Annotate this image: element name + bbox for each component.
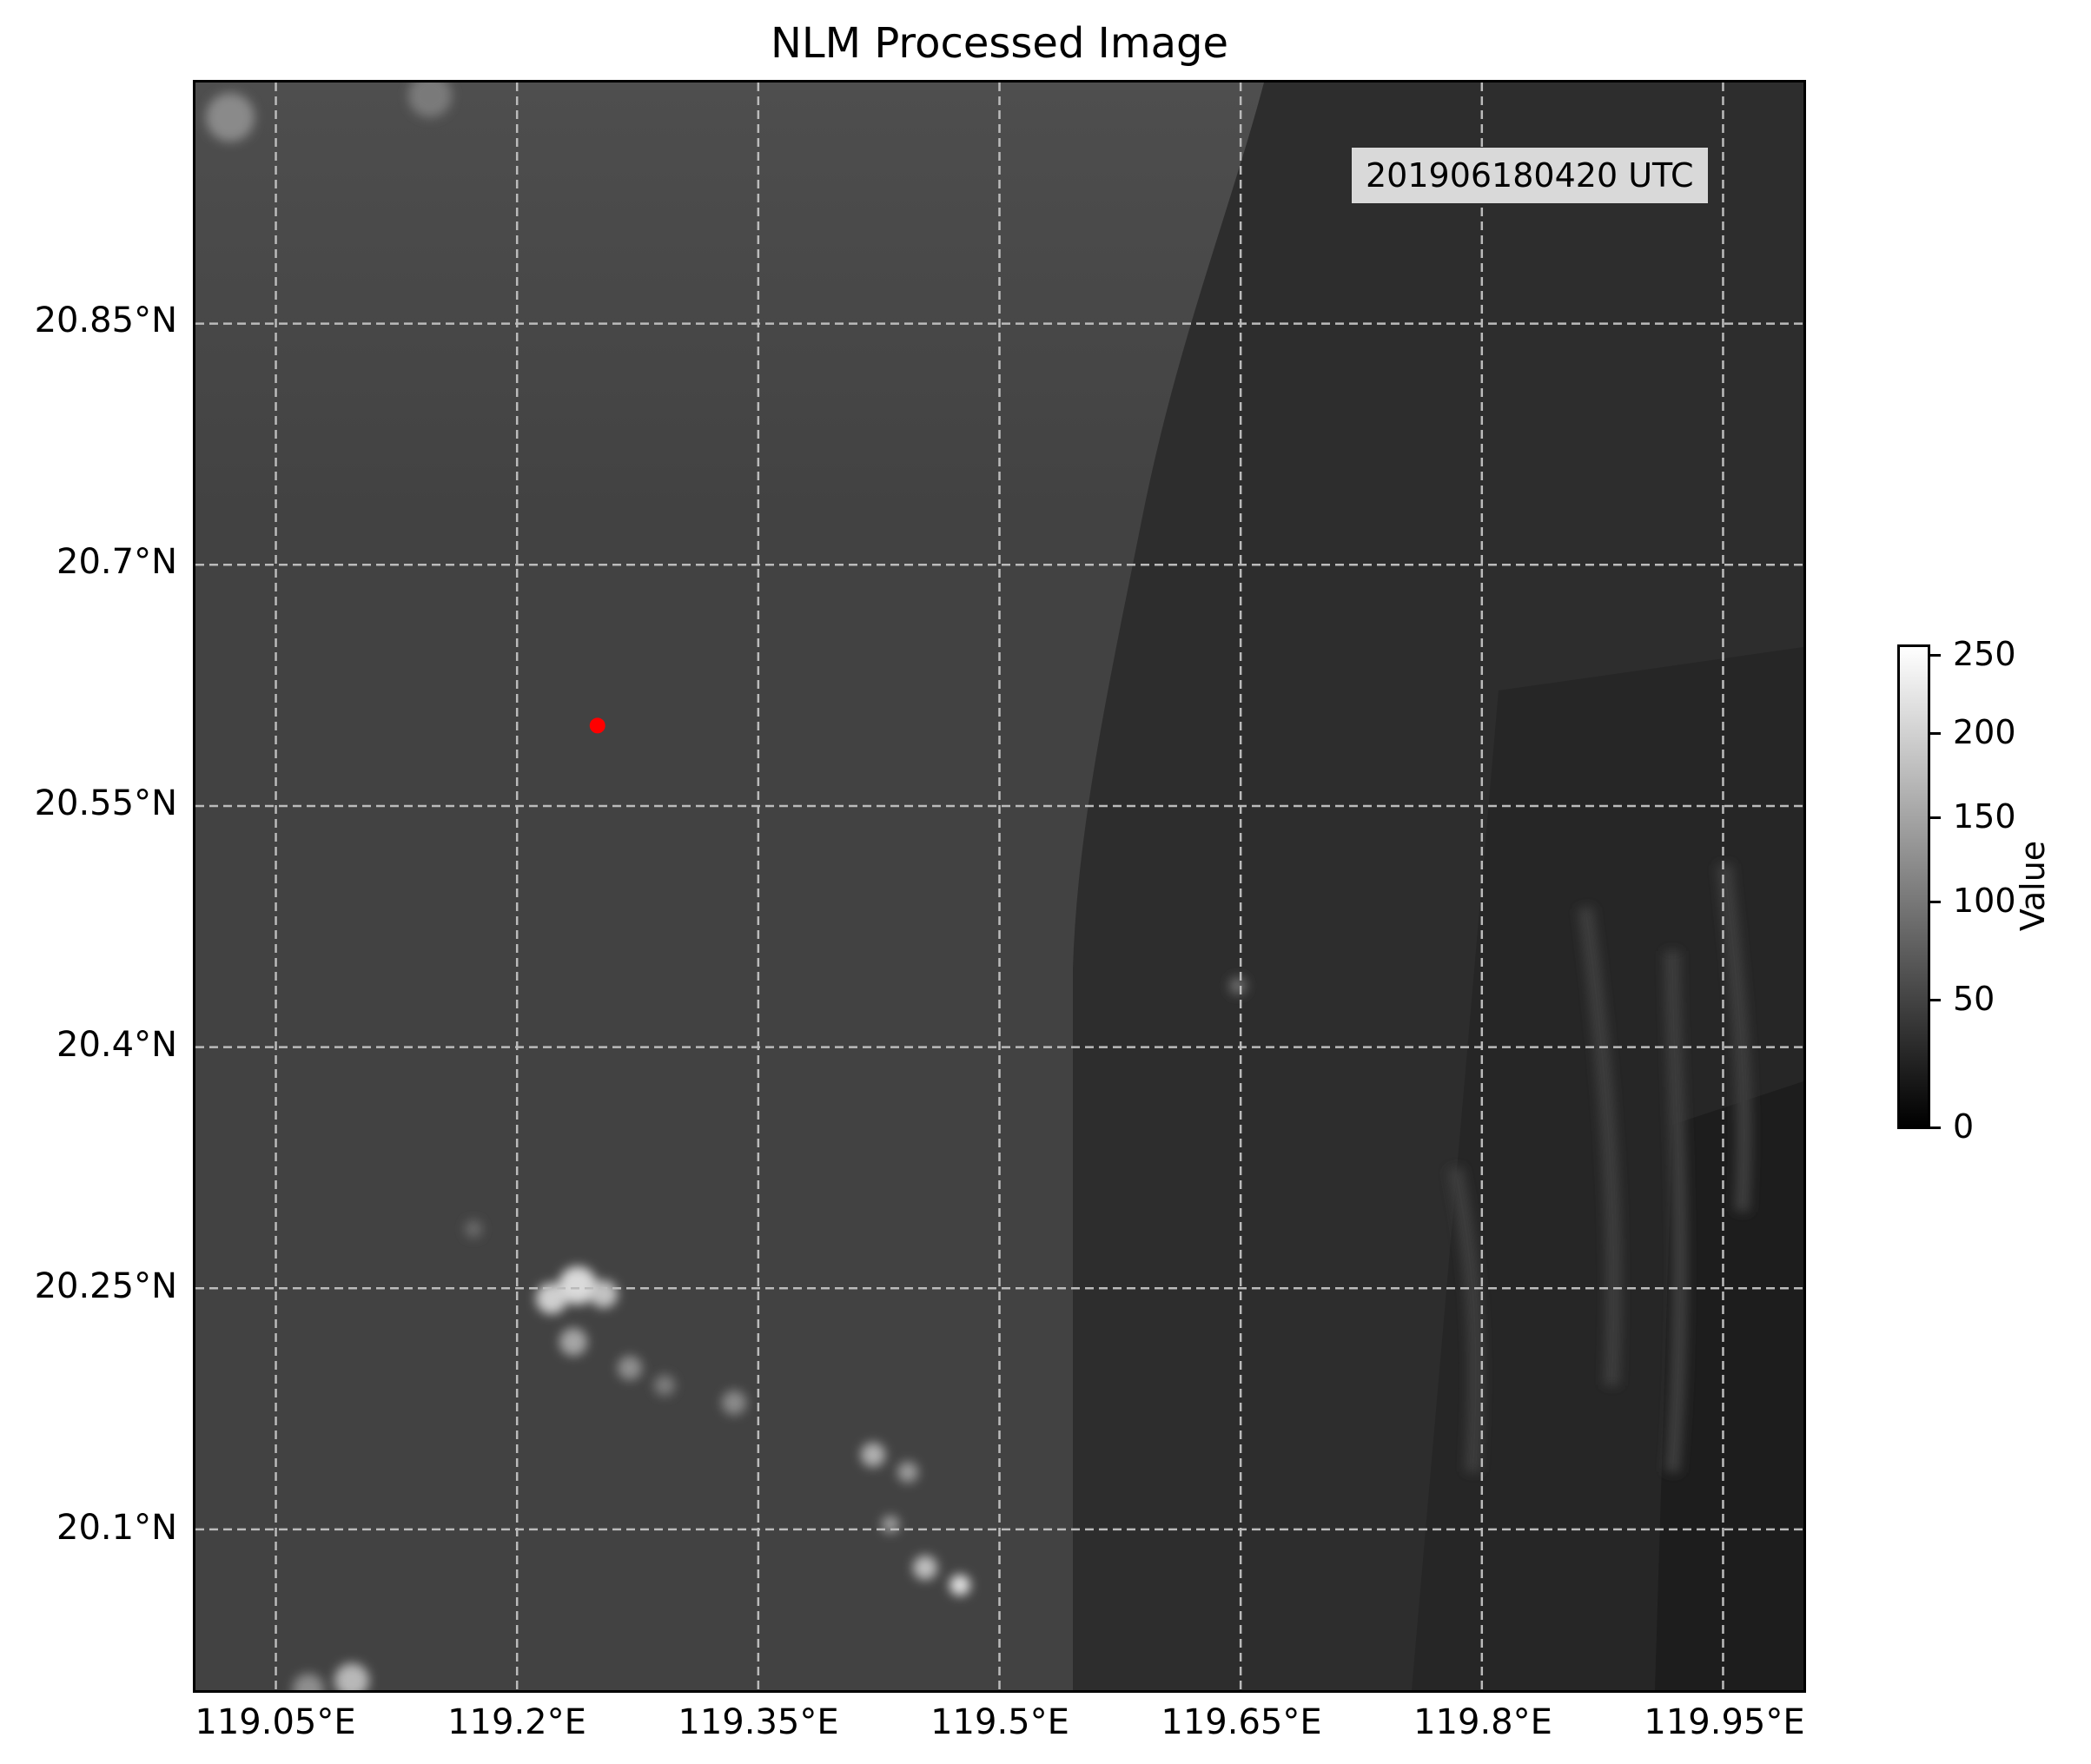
cloud-clusters [206, 83, 1247, 1690]
plot-title: NLM Processed Image [771, 19, 1228, 68]
lon-label: 119.95°E [1644, 1702, 1805, 1742]
colorbar-tick-label: 100 [1953, 882, 2016, 920]
lat-label: 20.1°N [56, 1508, 177, 1548]
lat-label: 20.25°N [34, 1266, 177, 1306]
lat-label: 20.4°N [56, 1025, 177, 1065]
colorbar-tick [1930, 1126, 1941, 1129]
colorbar-tick [1930, 816, 1941, 819]
colorbar-tick-label: 0 [1953, 1107, 1975, 1146]
lat-label: 20.85°N [34, 301, 177, 340]
colorbar-tick [1930, 999, 1941, 1001]
timestamp-label: 201906180420 UTC [1352, 148, 1708, 203]
map-frame [193, 80, 1806, 1693]
colorbar-tick-label: 250 [1953, 635, 2016, 673]
location-marker [589, 717, 605, 734]
colorbar-tick [1930, 901, 1941, 903]
colorbar-tick-label: 150 [1953, 797, 2016, 836]
lon-label: 119.5°E [930, 1702, 1069, 1742]
colorbar-tick [1930, 654, 1941, 657]
lon-label: 119.8°E [1413, 1702, 1552, 1742]
colorbar [1897, 644, 1930, 1129]
satellite-image [195, 83, 1803, 1690]
lat-label: 20.55°N [34, 783, 177, 823]
lat-label: 20.7°N [56, 542, 177, 582]
colorbar-title: Value [2014, 840, 2052, 932]
colorbar-tick-label: 200 [1953, 713, 2016, 751]
lon-label: 119.65°E [1161, 1702, 1322, 1742]
colorbar-tick-label: 50 [1953, 980, 1995, 1018]
colorbar-tick [1930, 732, 1941, 735]
lon-label: 119.35°E [678, 1702, 839, 1742]
lon-label: 119.05°E [195, 1702, 356, 1742]
lon-label: 119.2°E [447, 1702, 586, 1742]
gridlines [195, 83, 1803, 1690]
